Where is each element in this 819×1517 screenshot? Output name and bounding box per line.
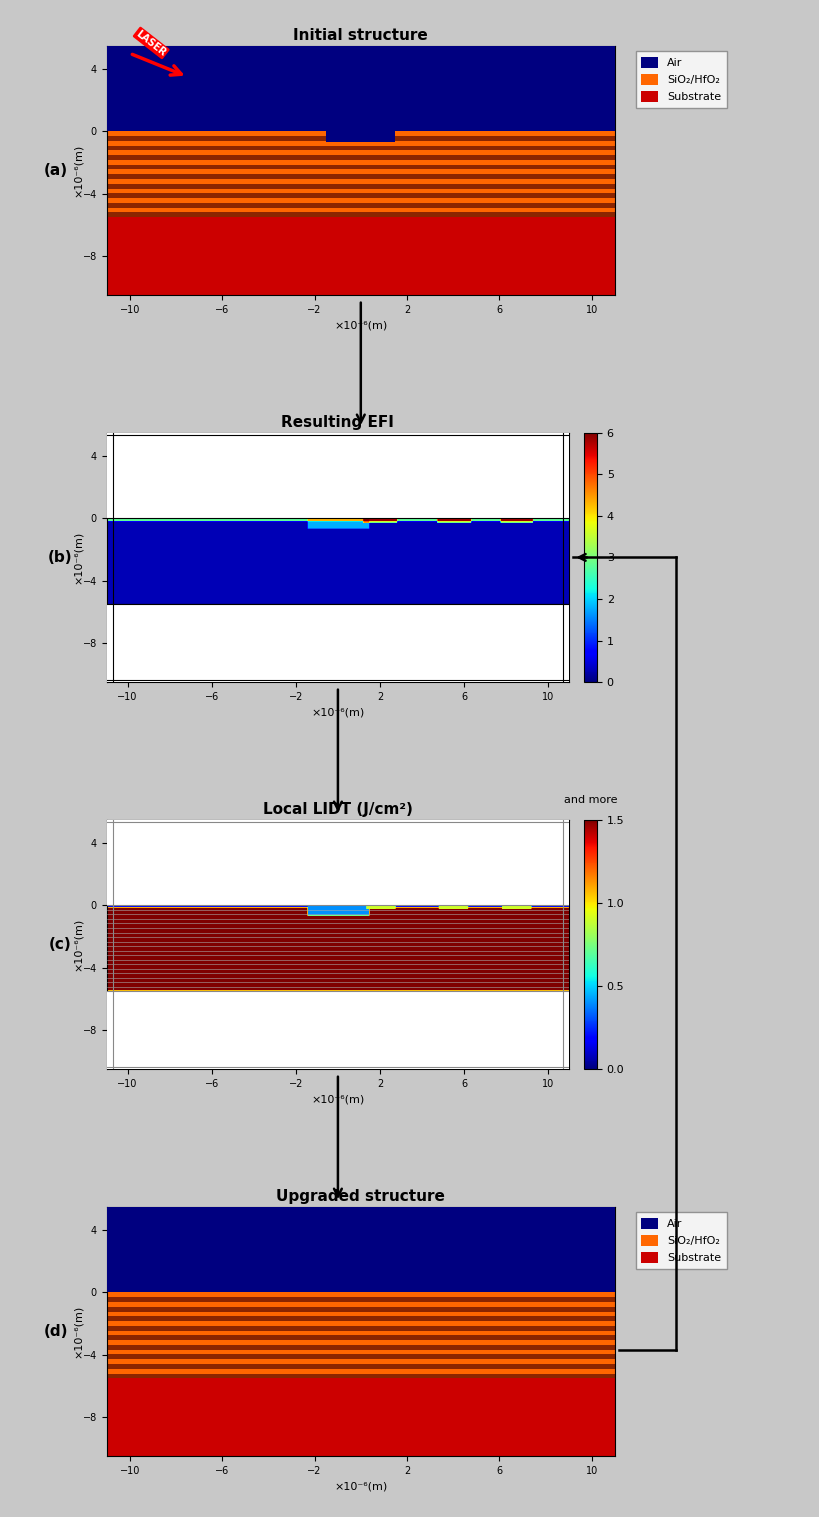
Bar xyxy=(106,193,614,199)
Title: Resulting EFI: Resulting EFI xyxy=(281,416,394,429)
Bar xyxy=(106,1340,614,1346)
Bar xyxy=(106,1368,614,1373)
Text: (b): (b) xyxy=(48,549,73,564)
Y-axis label: ×10⁻⁶(m): ×10⁻⁶(m) xyxy=(73,1305,83,1358)
Bar xyxy=(106,146,614,150)
Bar xyxy=(106,1292,614,1297)
Bar xyxy=(326,132,395,143)
Bar xyxy=(106,141,614,146)
Y-axis label: ×10⁻⁶(m): ×10⁻⁶(m) xyxy=(73,144,83,197)
Bar xyxy=(106,1326,614,1330)
Bar xyxy=(106,991,568,1069)
Bar xyxy=(106,1306,614,1312)
Bar xyxy=(106,1302,614,1306)
Legend: Air, SiO₂/HfO₂, Substrate: Air, SiO₂/HfO₂, Substrate xyxy=(635,52,726,108)
Bar xyxy=(106,150,614,155)
Bar xyxy=(106,179,614,184)
Title: Local LIDT (J/cm²): Local LIDT (J/cm²) xyxy=(263,802,412,818)
Bar xyxy=(106,155,614,159)
Text: (d): (d) xyxy=(43,1324,68,1340)
Bar xyxy=(106,184,614,188)
Bar xyxy=(106,819,568,906)
Legend: Air, SiO₂/HfO₂, Substrate: Air, SiO₂/HfO₂, Substrate xyxy=(635,1212,726,1268)
Bar xyxy=(106,1359,614,1364)
Bar xyxy=(106,165,614,170)
Bar xyxy=(106,159,614,165)
Bar xyxy=(106,432,568,519)
X-axis label: ×10⁻⁶(m): ×10⁻⁶(m) xyxy=(334,1482,387,1491)
Bar xyxy=(106,1297,614,1302)
Bar xyxy=(106,132,614,137)
Bar xyxy=(106,1317,614,1321)
Bar xyxy=(106,1355,614,1359)
Bar xyxy=(106,1350,614,1355)
Title: Initial structure: Initial structure xyxy=(293,27,428,42)
Bar xyxy=(106,1321,614,1326)
X-axis label: ×10⁻⁶(m): ×10⁻⁶(m) xyxy=(334,320,387,331)
Bar xyxy=(106,1206,614,1292)
Text: LASER: LASER xyxy=(134,29,168,58)
Bar xyxy=(106,203,614,208)
Bar xyxy=(106,46,614,132)
Bar xyxy=(106,174,614,179)
Bar xyxy=(106,208,614,212)
Bar xyxy=(106,170,614,174)
Bar xyxy=(106,217,614,296)
X-axis label: ×10⁻⁶(m): ×10⁻⁶(m) xyxy=(311,1095,364,1104)
Bar xyxy=(106,1379,614,1456)
Bar xyxy=(106,604,568,683)
Bar xyxy=(106,1373,614,1379)
Bar xyxy=(106,199,614,203)
Bar xyxy=(106,1346,614,1350)
Bar xyxy=(106,137,614,141)
Bar xyxy=(106,1335,614,1340)
Text: (a): (a) xyxy=(43,162,68,177)
Bar xyxy=(106,212,614,217)
Bar xyxy=(106,1364,614,1368)
X-axis label: ×10⁻⁶(m): ×10⁻⁶(m) xyxy=(311,707,364,718)
Bar xyxy=(106,1330,614,1335)
Text: and more: and more xyxy=(563,795,617,804)
Title: Upgraded structure: Upgraded structure xyxy=(276,1189,445,1204)
Bar xyxy=(106,188,614,193)
Y-axis label: ×10⁻⁶(m): ×10⁻⁶(m) xyxy=(73,918,83,971)
Text: (c): (c) xyxy=(49,938,71,953)
Y-axis label: ×10⁻⁶(m): ×10⁻⁶(m) xyxy=(73,531,83,584)
Bar xyxy=(106,1312,614,1317)
